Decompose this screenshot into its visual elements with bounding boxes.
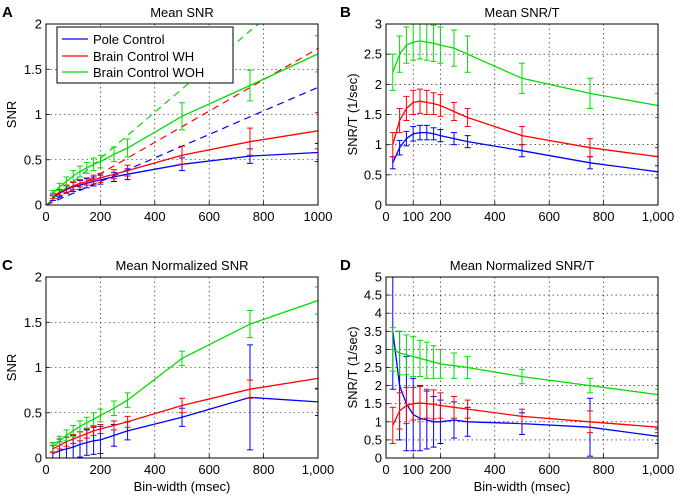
chart-c-x-tick-label: 600: [198, 462, 220, 477]
chart-c-y-tick-label: 1.5: [24, 315, 42, 330]
chart-d-x-tick-label: 0: [382, 462, 389, 477]
chart-b-y-tick-label: 0.5: [364, 167, 382, 182]
chart-c-data-layer: [49, 286, 318, 458]
legend-label-woh: Brain Control WOH: [93, 65, 204, 80]
chart-a-axes-frame: [45, 23, 319, 206]
chart-d-panel-letter: D: [340, 257, 351, 274]
chart-d-x-tick-label: 100: [402, 462, 424, 477]
chart-c-title: Mean Normalized SNR: [116, 258, 249, 273]
chart-a-title: Mean SNR: [150, 5, 214, 20]
chart-a-data-layer: [46, 24, 318, 205]
chart-c-x-tick-label: 400: [144, 462, 166, 477]
chart-c-y-tick-label: 2: [35, 270, 42, 285]
chart-d-axes-frame: [385, 276, 659, 459]
chart-a-y-tick-label: 0.5: [24, 152, 42, 167]
chart-a-panel-letter: A: [2, 4, 13, 21]
chart-b-y-tick-label: 1.5: [364, 107, 382, 122]
chart-b-data-layer: [389, 24, 658, 179]
chart-a-x-tick-label: 200: [90, 209, 112, 224]
chart-b-x-tick-label: 600: [538, 209, 560, 224]
chart-d-ylabel: SNR/T (1/sec): [345, 326, 360, 408]
chart-b-x-tick-label: 800: [593, 209, 615, 224]
legend-box: [56, 26, 234, 84]
chart-a-y-tick-label: 1: [35, 107, 42, 122]
chart-c-xlabel: Bin-width (msec): [134, 479, 231, 494]
legend: Pole Control Brain Control WH Brain Cont…: [56, 26, 234, 84]
chart-b-x-tick-label: 1,000: [642, 209, 675, 224]
chart-d-y-tick-label: 1: [375, 414, 382, 429]
chart-c-x-tick-label: 0: [42, 462, 49, 477]
chart-c-x-tick-label: 800: [253, 462, 275, 477]
legend-label-pole: Pole Control: [93, 32, 165, 47]
chart-c-x-tick-label: 1,000: [302, 462, 335, 477]
chart-c-axes-frame: [45, 276, 319, 459]
chart-d-x-tick-label: 800: [593, 462, 615, 477]
panel-d: D Mean Normalized SNR/T 0 100 200 400 600 800 1,…: [340, 257, 674, 494]
chart-b-panel-letter: B: [340, 4, 351, 21]
chart-d-y-tick-label: 1.5: [364, 396, 382, 411]
chart-c-panel-letter: C: [2, 257, 13, 274]
chart-a-x-tick-label: 800: [253, 209, 275, 224]
chart-d-xlabel: Bin-width (msec): [474, 479, 571, 494]
chart-d-title: Mean Normalized SNR/T: [450, 258, 595, 273]
chart-b-x-tick-label: 0: [382, 209, 389, 224]
chart-a-y-tick-label: 2: [35, 17, 42, 32]
chart-b-y-tick-label: 0: [375, 198, 382, 213]
chart-b-ylabel: SNR/T (1/sec): [345, 73, 360, 155]
chart-c-y-tick-label: 0.5: [24, 405, 42, 420]
chart-b-y-tick-label: 1: [375, 137, 382, 152]
chart-d-y-tick-label: 5: [375, 270, 382, 285]
chart-b-x-tick-label: 400: [484, 209, 506, 224]
chart-d-data-layer: [389, 277, 658, 457]
chart-d-y-tick-label: 2: [375, 378, 382, 393]
chart-b-title: Mean SNR/T: [484, 5, 559, 20]
chart-c-ylabel: SNR: [4, 354, 19, 381]
chart-b-y-tick-label: 3: [375, 17, 382, 32]
chart-d-y-tick-label: 2.5: [364, 360, 382, 375]
chart-a-ylabel: SNR: [4, 101, 19, 128]
chart-b-y-tick-label: 2.5: [364, 47, 382, 62]
chart-d-y-tick-label: 3.5: [364, 324, 382, 339]
chart-d-y-tick-label: 0: [375, 451, 382, 466]
chart-d-x-tick-label: 600: [538, 462, 560, 477]
chart-a-x-tick-label: 0: [42, 209, 49, 224]
chart-b-axes-frame: [385, 23, 659, 206]
chart-a-y-tick-label: 1.5: [24, 62, 42, 77]
chart-d-y-tick-label: 4: [375, 306, 382, 321]
panel-c: C Mean Normalized SNR 0 200 400 600 800 1,000 0 0…: [2, 257, 334, 494]
chart-d-x-tick-label: 400: [484, 462, 506, 477]
chart-b-y-tick-label: 2: [375, 77, 382, 92]
chart-d-y-tick-label: 4.5: [364, 288, 382, 303]
chart-a-y-tick-label: 0: [35, 198, 42, 213]
chart-c-y-tick-label: 0: [35, 451, 42, 466]
panel-b: B Mean SNR/T 0 100 200 400 600 800 1,000 0 0.5 1 1.5…: [340, 4, 674, 224]
chart-d-y-tick-label: 3: [375, 342, 382, 357]
chart-b-x-tick-label: 100: [402, 209, 424, 224]
chart-d-y-tick-label: 0.5: [364, 432, 382, 447]
chart-a-x-tick-label: 600: [198, 209, 220, 224]
chart-d-x-tick-label: 1,000: [642, 462, 675, 477]
legend-label-wh: Brain Control WH: [93, 49, 194, 64]
chart-b-x-tick-label: 200: [430, 209, 452, 224]
chart-a-x-tick-label: 400: [144, 209, 166, 224]
chart-c-x-tick-label: 200: [90, 462, 112, 477]
chart-c-y-tick-label: 1: [35, 360, 42, 375]
chart-a-x-tick-label: 1000: [304, 209, 333, 224]
chart-d-x-tick-label: 200: [430, 462, 452, 477]
